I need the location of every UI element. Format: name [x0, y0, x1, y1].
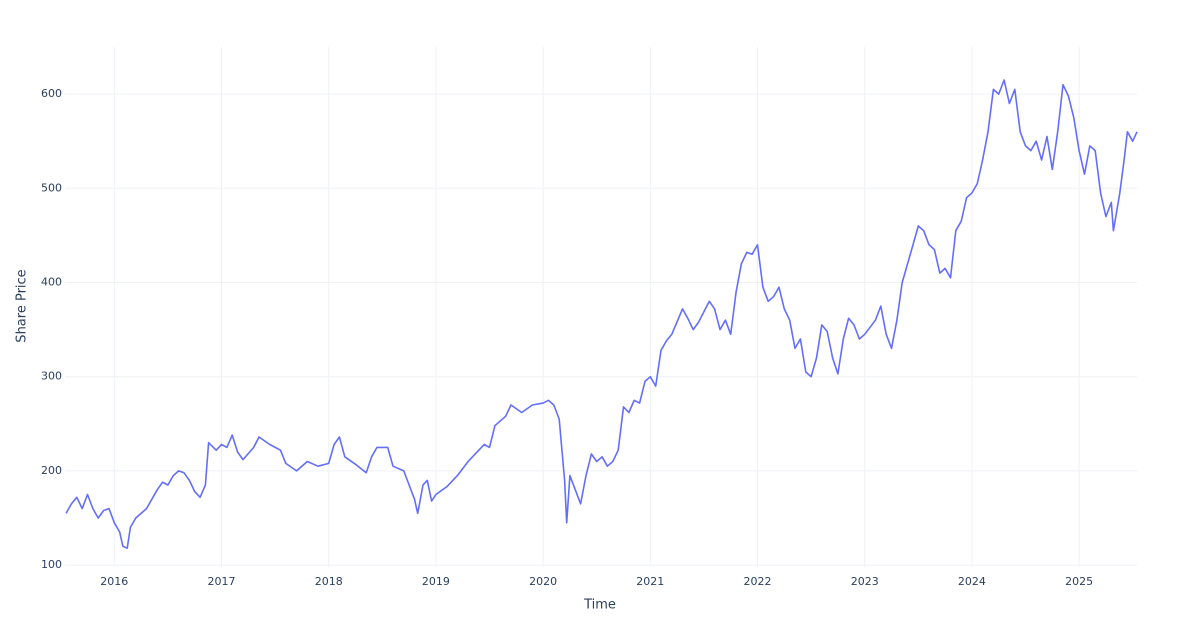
x-tick-label: 2023: [851, 575, 879, 588]
y-tick-label: 600: [41, 87, 62, 100]
y-tick-label: 300: [41, 370, 62, 383]
x-tick-label: 2020: [529, 575, 557, 588]
x-tick-label: 2018: [315, 575, 343, 588]
x-tick-label: 2022: [744, 575, 772, 588]
price-line: [65, 79, 1138, 549]
x-tick-label: 2016: [100, 575, 128, 588]
x-tick-label: 2025: [1065, 575, 1093, 588]
x-tick-label: 2019: [422, 575, 450, 588]
y-tick-label: 100: [41, 558, 62, 571]
y-tick-label: 200: [41, 464, 62, 477]
y-tick-label: 500: [41, 181, 62, 194]
x-tick-label: 2017: [208, 575, 236, 588]
y-tick-label: 400: [41, 276, 62, 289]
y-axis-title: Share Price: [15, 269, 30, 342]
x-axis-title: Time: [583, 598, 616, 613]
x-tick-label: 2021: [636, 575, 664, 588]
x-tick-label: 2024: [958, 575, 986, 588]
